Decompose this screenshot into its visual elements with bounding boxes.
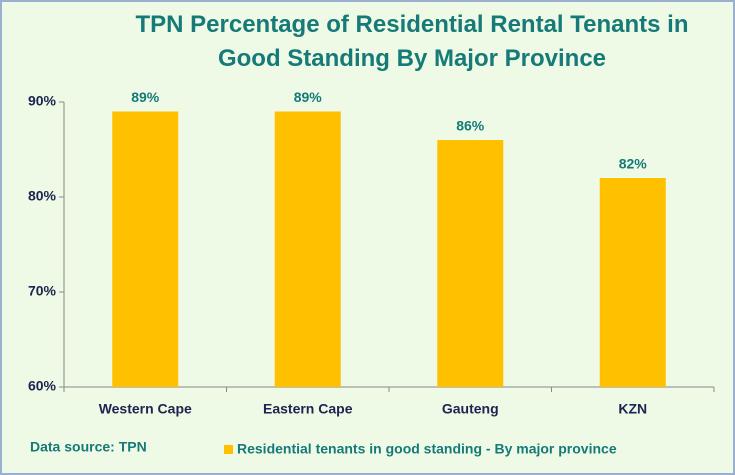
x-tick-label: KZN <box>618 401 647 417</box>
value-label: 89% <box>131 89 160 105</box>
bar <box>112 111 179 387</box>
x-tick-label: Eastern Cape <box>263 401 353 417</box>
legend-label: Residential tenants in good standing - B… <box>237 441 617 457</box>
value-label: 89% <box>294 89 323 105</box>
chart-title: TPN Percentage of Residential Rental Ten… <box>135 11 689 72</box>
y-tick-label: 60% <box>28 378 57 394</box>
y-tick-label: 70% <box>28 283 57 299</box>
value-label: 86% <box>456 118 485 134</box>
annotation: Data source: TPN <box>30 439 147 455</box>
bar <box>274 111 341 387</box>
x-tick-label: Gauteng <box>442 401 499 417</box>
x-tick-label: Western Cape <box>99 401 192 417</box>
value-label: 82% <box>619 156 648 172</box>
y-tick-label: 80% <box>28 188 57 204</box>
bar <box>599 178 666 387</box>
legend-swatch <box>224 445 233 454</box>
y-tick-label: 90% <box>28 93 57 109</box>
bar <box>437 140 504 387</box>
